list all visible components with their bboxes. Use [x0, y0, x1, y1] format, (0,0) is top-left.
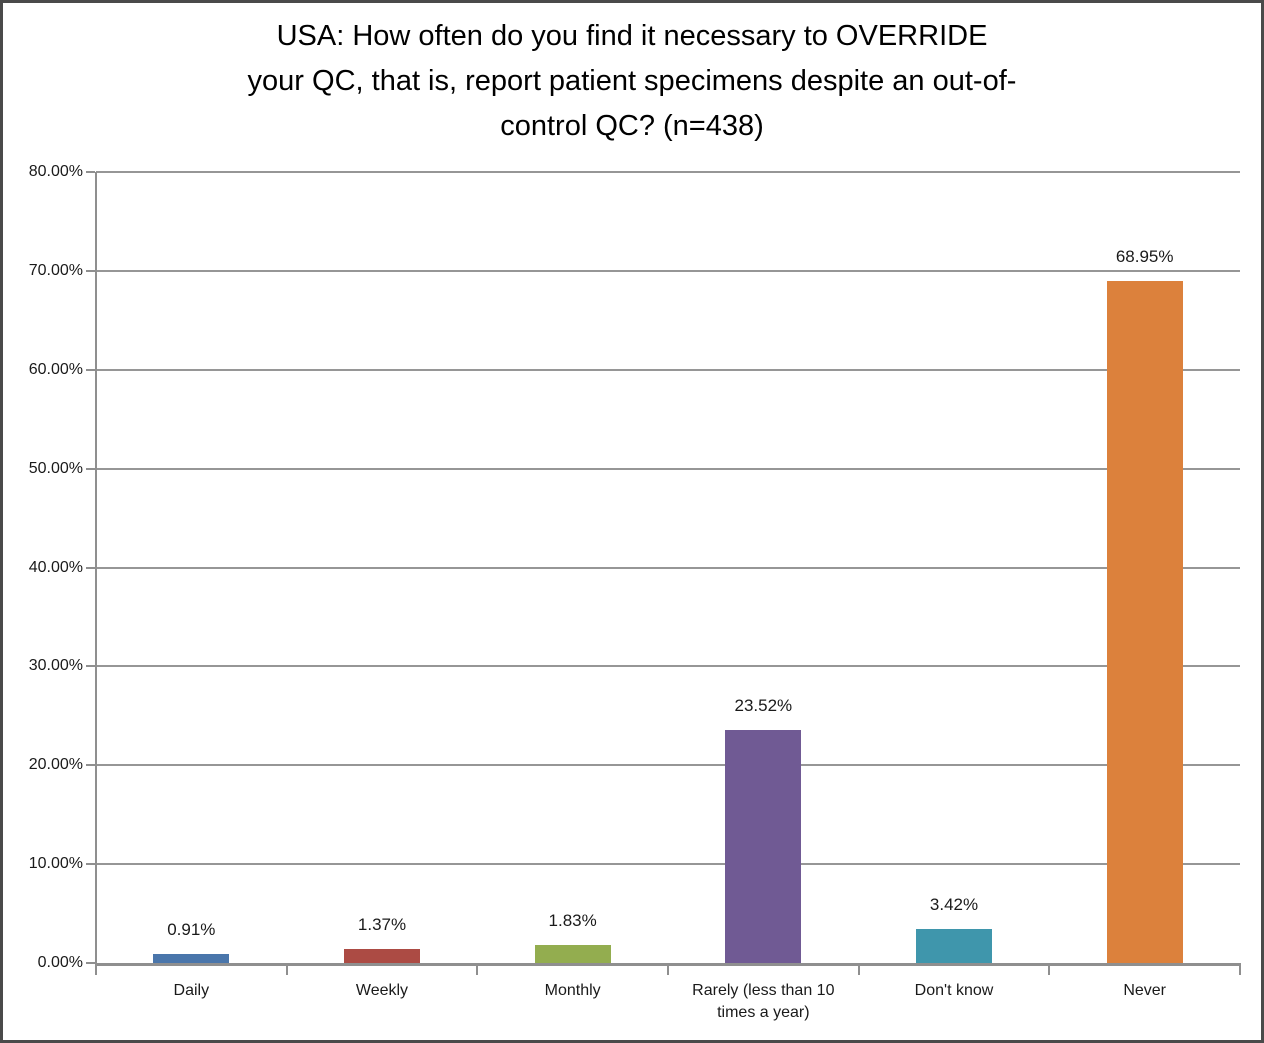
gridline: [96, 665, 1240, 668]
chart-title: USA: How often do you find it necessary …: [0, 14, 1264, 149]
y-axis-tick-label: 60.00%: [28, 360, 83, 378]
category-label: Don't know: [914, 982, 994, 999]
x-axis-tick: [95, 966, 97, 975]
y-axis-tick-label: 80.00%: [28, 163, 83, 180]
category-label: Weekly: [355, 982, 409, 999]
category-label: Monthly: [544, 982, 601, 999]
bar-value-label: 68.95%: [1115, 247, 1174, 267]
chart-title-line-3: control QC? (n=438): [500, 110, 764, 142]
bar-value-label: 1.37%: [357, 915, 407, 935]
gridline: [96, 566, 1240, 569]
y-axis-tick: [86, 962, 95, 964]
gridline: [96, 171, 1240, 173]
y-axis-tick: [86, 467, 95, 470]
bar-value-label: 3.42%: [929, 895, 979, 915]
x-axis-tick: [857, 966, 860, 975]
gridline: [96, 269, 1240, 272]
bar-weekly: [344, 949, 420, 963]
y-axis-tick-label: 20.00%: [28, 756, 83, 774]
y-axis-tick: [86, 171, 95, 173]
gridline: [96, 368, 1240, 371]
gridline: [96, 863, 1240, 866]
x-axis-tick: [667, 966, 669, 975]
y-axis-tick-label: 0.00%: [37, 954, 83, 971]
category-label: Never: [1123, 982, 1166, 999]
x-axis-tick: [1048, 966, 1051, 975]
y-axis-tick-label: 40.00%: [28, 558, 83, 576]
bar-value-label: 23.52%: [734, 696, 793, 716]
y-axis-tick-label: 30.00%: [28, 657, 83, 675]
y-axis-line: [95, 172, 97, 965]
bar-monthly: [534, 944, 611, 963]
x-axis-tick: [285, 966, 288, 975]
x-axis-line: [95, 963, 1241, 966]
y-axis-tick: [86, 764, 95, 767]
x-axis-tick: [1239, 966, 1241, 975]
y-axis-tick: [86, 566, 95, 569]
category-label: Daily: [173, 982, 210, 999]
x-axis-tick: [476, 966, 479, 975]
y-axis-tick: [86, 863, 95, 866]
chart-title-line-2: your QC, that is, report patient specime…: [247, 65, 1017, 97]
gridline: [96, 764, 1240, 767]
bar-value-label: 1.83%: [548, 910, 597, 930]
bar-value-label: 0.91%: [167, 920, 216, 939]
gridline: [96, 467, 1240, 470]
y-axis-tick: [86, 368, 95, 371]
bar-don-t-know: [916, 929, 992, 963]
bar-never: [1106, 281, 1183, 963]
y-axis-tick-label: 50.00%: [28, 459, 83, 477]
y-axis-tick-label: 10.00%: [28, 855, 83, 873]
chart-title-line-1: USA: How often do you find it necessary …: [276, 20, 988, 52]
y-axis-tick: [86, 269, 95, 272]
y-axis-tick: [86, 665, 95, 668]
category-label: Rarely (less than 10 times a year): [692, 982, 835, 1021]
bar-daily: [153, 954, 230, 963]
y-axis-tick-label: 70.00%: [28, 261, 83, 279]
bar-rarely-less-than-10-times-a-year: [725, 730, 802, 963]
